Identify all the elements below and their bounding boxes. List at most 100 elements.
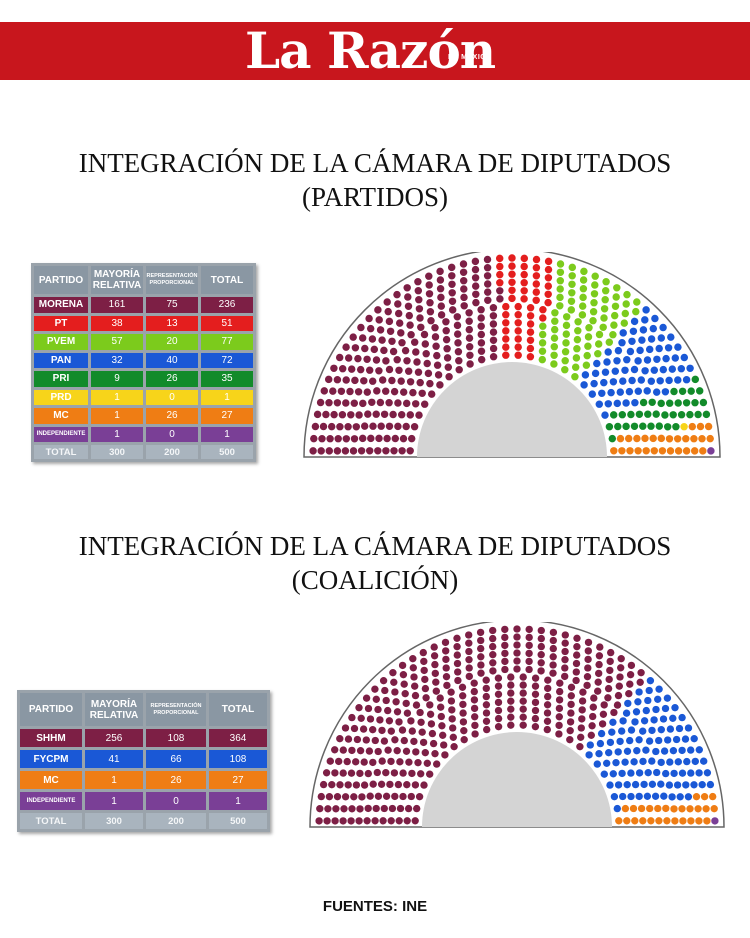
seat-morena — [433, 351, 441, 360]
seat-shhm — [381, 686, 389, 695]
seat-pt — [532, 280, 541, 288]
seat-shhm — [489, 651, 497, 659]
seat-shhm — [432, 687, 440, 695]
seat-shhm — [625, 690, 633, 698]
seat-morena — [455, 365, 463, 374]
seat-pan — [600, 378, 608, 387]
seat-morena — [342, 343, 350, 351]
seat-shhm — [470, 679, 478, 687]
seat-morena — [376, 326, 385, 334]
value-cell: 364 — [209, 729, 267, 747]
seat-fycpm — [610, 793, 619, 801]
section1-title-line1: INTEGRACIÓN DE LA CÁMARA DE DIPUTADOS — [78, 148, 672, 178]
seat-morena — [344, 354, 353, 362]
seat-shhm — [323, 817, 331, 825]
seat-shhm — [584, 638, 593, 647]
seat-fycpm — [640, 717, 649, 725]
seat-shhm — [382, 792, 391, 800]
seat-pri — [627, 410, 635, 419]
seat-shhm — [549, 628, 558, 637]
seat-fycpm — [675, 724, 684, 733]
seat-pan — [645, 345, 654, 354]
seat-pvem — [599, 323, 607, 332]
seat-pvem — [568, 263, 577, 272]
seat-shhm — [531, 714, 540, 723]
seat-pri — [678, 387, 687, 396]
seat-shhm — [471, 721, 479, 730]
seat-morena — [368, 377, 377, 385]
seat-shhm — [390, 678, 398, 686]
seat-morena — [341, 447, 350, 455]
seat-shhm — [419, 738, 428, 747]
seat-shhm — [531, 698, 540, 707]
table-total-row: TOTAL 300 200 500 — [34, 445, 253, 459]
seat-shhm — [543, 701, 552, 709]
value-cell: 72 — [201, 352, 253, 368]
seat-morena — [414, 277, 422, 286]
seat-morena — [360, 422, 369, 430]
seat-shhm — [400, 680, 408, 688]
seat-shhm — [584, 664, 592, 672]
seat-fycpm — [690, 735, 698, 743]
seat-morena — [336, 422, 344, 431]
seat-fycpm — [645, 737, 654, 745]
seat-mc — [694, 805, 702, 813]
seat-pri — [639, 422, 647, 430]
seat-morena — [433, 361, 442, 369]
seat-morena — [415, 411, 423, 419]
seat-shhm — [350, 724, 359, 733]
seat-fycpm — [674, 758, 682, 766]
seat-morena — [489, 328, 498, 336]
seat-morena — [448, 297, 457, 306]
seat-shhm — [519, 689, 527, 697]
seat-shhm — [519, 705, 527, 713]
value-cell: 1 — [91, 426, 143, 442]
seat-pvem — [562, 313, 571, 321]
seat-morena — [389, 347, 398, 356]
seat-shhm — [420, 657, 428, 666]
seat-fycpm — [669, 747, 678, 755]
seat-morena — [406, 321, 414, 329]
seat-mc — [662, 804, 670, 813]
seat-pvem — [567, 306, 576, 314]
value-cell: 256 — [85, 729, 143, 747]
seat-shhm — [525, 625, 533, 634]
seat-shhm — [453, 659, 462, 668]
table-row: MC 1 26 27 — [34, 408, 253, 424]
seat-shhm — [428, 729, 437, 738]
seat-mc — [655, 817, 663, 825]
seat-fycpm — [660, 747, 669, 755]
seat-morena — [346, 387, 354, 396]
seat-shhm — [371, 685, 379, 693]
seat-mc — [690, 434, 698, 443]
seat-shhm — [501, 625, 509, 634]
value-cell: 9 — [91, 371, 143, 387]
seat-morena — [415, 305, 424, 313]
seat-fycpm — [661, 704, 670, 713]
value-cell: 35 — [201, 371, 253, 387]
seat-shhm — [583, 673, 592, 681]
seat-morena — [399, 434, 408, 443]
seat-pvem — [585, 323, 593, 332]
seat-pvem — [622, 300, 630, 308]
seat-shhm — [477, 653, 485, 661]
total-cell: 300 — [91, 445, 143, 459]
seat-morena — [466, 360, 474, 368]
seat-shhm — [477, 661, 485, 669]
seat-pri — [669, 411, 677, 419]
seat-shhm — [396, 758, 404, 766]
seat-pt — [502, 302, 510, 311]
seat-shhm — [519, 681, 527, 689]
seat-shhm — [579, 688, 587, 696]
seat-morena — [459, 260, 468, 268]
seat-shhm — [583, 681, 591, 690]
seat-shhm — [437, 712, 445, 721]
seat-shhm — [501, 649, 509, 658]
seat-shhm — [442, 655, 450, 664]
value-cell: 161 — [91, 297, 143, 313]
seat-shhm — [343, 757, 351, 766]
seat-shhm — [573, 651, 581, 659]
seat-fycpm — [659, 715, 668, 723]
seat-morena — [460, 302, 468, 310]
seat-pt — [544, 298, 552, 307]
